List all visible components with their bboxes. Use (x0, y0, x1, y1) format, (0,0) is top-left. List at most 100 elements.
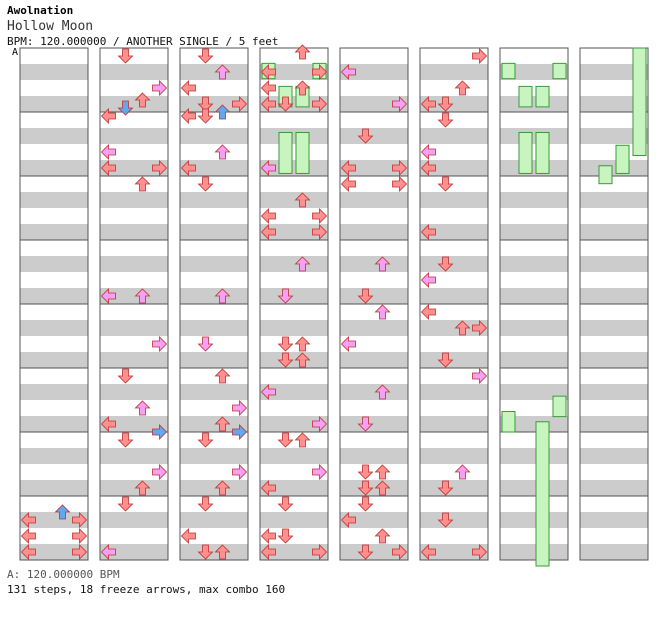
beat-band (340, 464, 408, 480)
down-arrow-icon (357, 496, 374, 512)
beat-band (100, 544, 168, 560)
beat-band (260, 256, 328, 272)
bpm-marker-label: A (12, 47, 19, 58)
column-border (99, 47, 169, 561)
artist-name: Awolnation (7, 4, 74, 17)
down-arrow-icon (437, 512, 454, 528)
beat-band (500, 512, 568, 528)
beat-band (500, 480, 568, 496)
down-arrow-icon (277, 352, 294, 368)
beat-band (20, 352, 88, 368)
right-arrow-icon (312, 544, 328, 560)
footer-bpm: A: 120.000000 BPM (7, 568, 120, 581)
beat-band (580, 544, 648, 560)
up-arrow-icon (294, 256, 311, 272)
chart-info: BPM: 120.000000 / ANOTHER SINGLE / 5 fee… (7, 35, 279, 48)
left-arrow-icon (260, 480, 276, 496)
beat-band (260, 448, 328, 464)
beat-band (580, 96, 648, 112)
beat-band (340, 528, 408, 544)
up-arrow-icon (134, 92, 151, 108)
freeze-arrow (535, 131, 550, 174)
beat-band (180, 384, 248, 400)
beat-band (340, 384, 408, 400)
freeze-arrow (501, 411, 516, 433)
beat-band (340, 496, 408, 512)
beat-band (580, 160, 648, 176)
beat-band (500, 80, 568, 96)
beat-band (500, 304, 568, 320)
beat-band (100, 48, 168, 64)
beat-band (100, 528, 168, 544)
beat-band (20, 80, 88, 96)
down-arrow-icon (197, 544, 214, 560)
down-arrow-icon (437, 112, 454, 128)
beat-band (500, 224, 568, 240)
beat-band (20, 336, 88, 352)
beat-band (580, 208, 648, 224)
beat-band (20, 176, 88, 192)
beat-band (260, 240, 328, 256)
left-arrow-icon (260, 64, 276, 80)
left-arrow-icon (100, 160, 116, 176)
up-arrow-icon (374, 304, 391, 320)
freeze-arrow (615, 144, 630, 174)
beat-band (420, 192, 488, 208)
beat-band (500, 208, 568, 224)
beat-band (500, 416, 568, 432)
beat-band (500, 64, 568, 80)
up-arrow-icon (134, 480, 151, 496)
left-arrow-icon (340, 512, 356, 528)
right-arrow-icon (152, 424, 168, 440)
down-arrow-icon (277, 528, 294, 544)
up-arrow-icon (214, 288, 231, 304)
beat-band (180, 400, 248, 416)
beat-band (580, 48, 648, 64)
left-arrow-icon (340, 176, 356, 192)
beat-band (260, 432, 328, 448)
columns-layer (19, 47, 649, 561)
right-arrow-icon (152, 336, 168, 352)
beat-band (260, 528, 328, 544)
left-arrow-icon (180, 528, 196, 544)
right-arrow-icon (312, 208, 328, 224)
beat-band (260, 128, 328, 144)
beat-band (420, 512, 488, 528)
beat-band (100, 464, 168, 480)
beat-band (580, 320, 648, 336)
beat-band (100, 384, 168, 400)
beat-band (100, 208, 168, 224)
beat-band (100, 128, 168, 144)
left-arrow-icon (340, 160, 356, 176)
left-arrow-icon (420, 96, 436, 112)
beat-band (260, 304, 328, 320)
beat-band (20, 480, 88, 496)
beat-band (340, 400, 408, 416)
beat-band (340, 304, 408, 320)
beat-band (260, 480, 328, 496)
up-arrow-icon (214, 480, 231, 496)
right-arrow-icon (152, 160, 168, 176)
column-border (179, 47, 249, 561)
beat-band (580, 64, 648, 80)
freeze-arrow (552, 62, 567, 80)
left-arrow-icon (420, 304, 436, 320)
freeze-arrow (295, 131, 310, 174)
beat-band (180, 368, 248, 384)
beat-band (500, 112, 568, 128)
beat-band (20, 384, 88, 400)
down-arrow-icon (197, 108, 214, 124)
beat-band (420, 352, 488, 368)
right-arrow-icon (472, 544, 488, 560)
beat-band (500, 96, 568, 112)
beat-band (420, 48, 488, 64)
beat-band (500, 176, 568, 192)
beat-band (420, 464, 488, 480)
left-arrow-icon (340, 336, 356, 352)
beat-band (420, 496, 488, 512)
freeze-arrow (278, 131, 293, 174)
beat-band (20, 528, 88, 544)
beat-band (420, 448, 488, 464)
right-arrow-icon (232, 96, 248, 112)
beat-band (100, 144, 168, 160)
